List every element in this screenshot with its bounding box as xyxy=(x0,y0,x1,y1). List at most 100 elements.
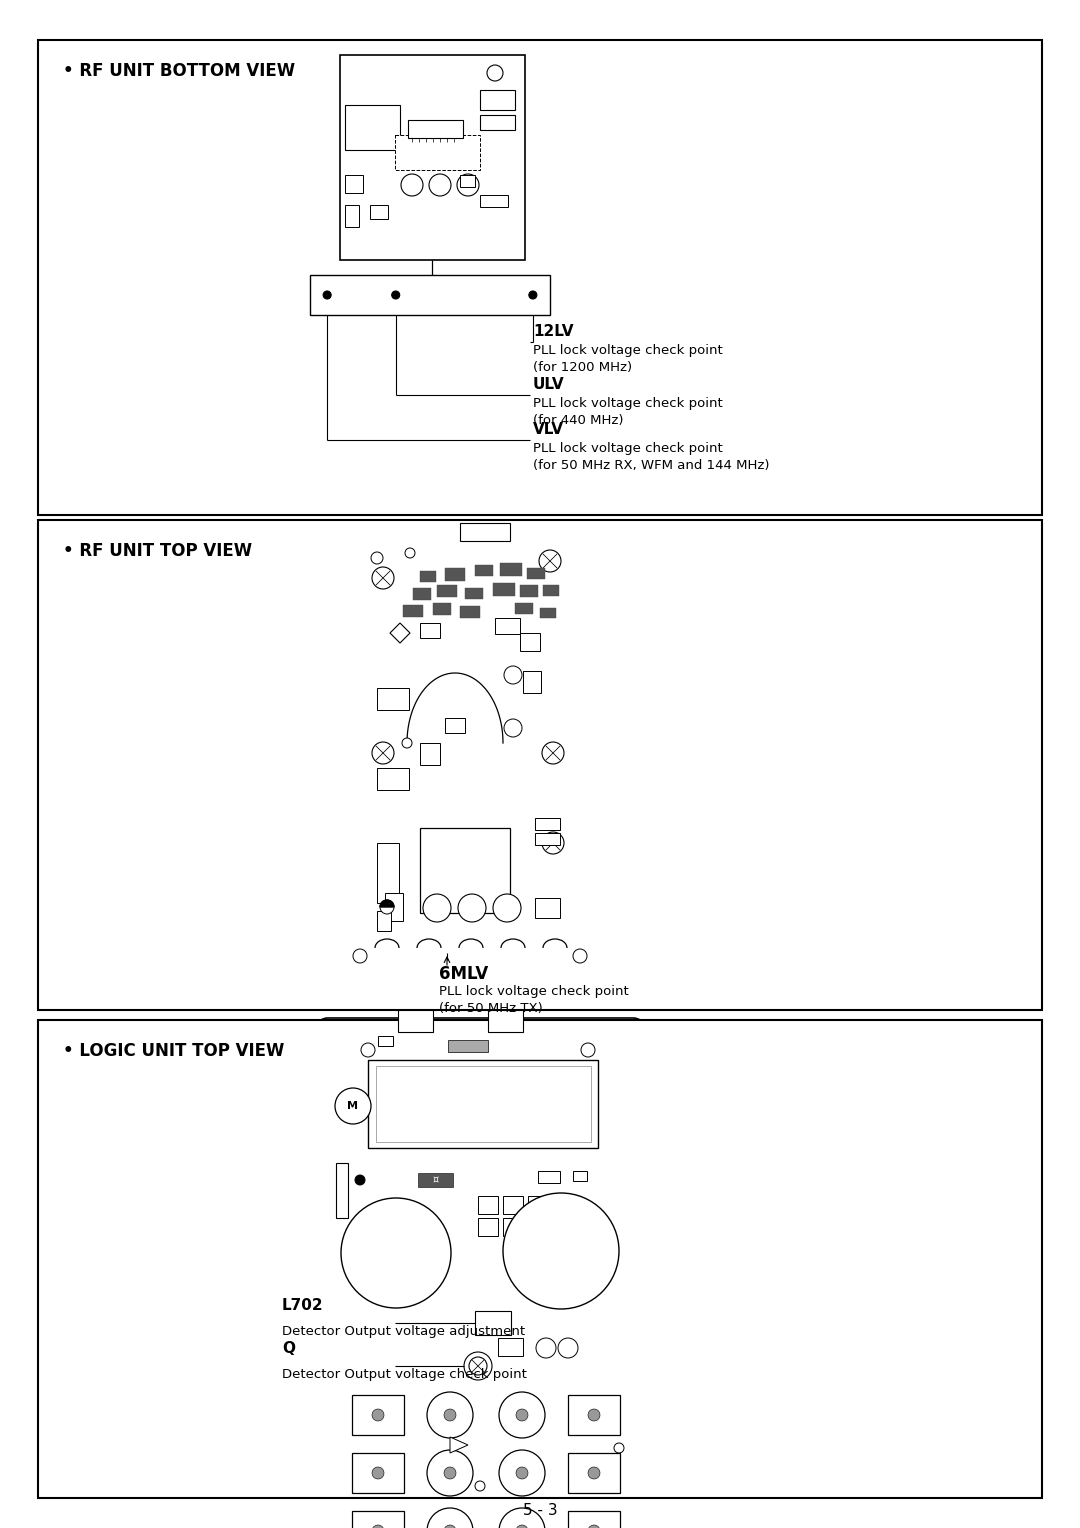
Bar xyxy=(535,898,561,918)
Ellipse shape xyxy=(314,280,339,310)
Circle shape xyxy=(469,1357,487,1375)
Circle shape xyxy=(427,1508,473,1528)
Circle shape xyxy=(444,1467,456,1479)
Bar xyxy=(465,588,483,599)
Bar xyxy=(445,718,465,733)
Ellipse shape xyxy=(418,280,443,310)
Circle shape xyxy=(588,1409,600,1421)
Bar xyxy=(488,1010,523,1031)
Bar xyxy=(503,1218,523,1236)
Circle shape xyxy=(323,290,332,299)
Bar xyxy=(399,1010,433,1031)
Text: 5 - 3: 5 - 3 xyxy=(523,1504,557,1517)
Bar xyxy=(345,105,400,150)
Bar xyxy=(345,205,359,228)
Circle shape xyxy=(372,1525,384,1528)
Bar xyxy=(528,1218,548,1236)
Bar xyxy=(377,769,409,790)
Text: 12LV: 12LV xyxy=(534,324,573,339)
Bar xyxy=(420,623,440,639)
Bar xyxy=(437,585,457,597)
Circle shape xyxy=(464,1352,492,1380)
Bar xyxy=(553,1196,573,1215)
Text: VLV: VLV xyxy=(534,422,564,437)
Bar xyxy=(568,1511,620,1528)
Bar xyxy=(573,1170,588,1181)
Circle shape xyxy=(423,894,451,921)
Circle shape xyxy=(588,1467,600,1479)
Circle shape xyxy=(499,1392,545,1438)
Text: • RF UNIT TOP VIEW: • RF UNIT TOP VIEW xyxy=(63,542,252,559)
Circle shape xyxy=(504,720,522,736)
Bar xyxy=(384,892,403,921)
Bar xyxy=(345,176,363,193)
Bar xyxy=(433,604,451,614)
Bar xyxy=(527,568,545,579)
Circle shape xyxy=(536,1339,556,1358)
Bar xyxy=(568,1453,620,1493)
Circle shape xyxy=(516,1409,528,1421)
Bar xyxy=(377,688,409,711)
Ellipse shape xyxy=(451,280,476,310)
Bar xyxy=(413,588,431,601)
Circle shape xyxy=(392,290,400,299)
Bar xyxy=(480,196,508,206)
Bar xyxy=(543,585,559,596)
Bar xyxy=(418,1174,453,1187)
Circle shape xyxy=(529,290,537,299)
Circle shape xyxy=(516,1525,528,1528)
Circle shape xyxy=(458,894,486,921)
Circle shape xyxy=(427,1450,473,1496)
Circle shape xyxy=(457,174,480,196)
Bar xyxy=(403,605,423,617)
Bar xyxy=(478,1196,498,1215)
Bar xyxy=(445,568,465,581)
Bar xyxy=(498,1339,523,1355)
Circle shape xyxy=(542,743,564,764)
Text: M: M xyxy=(348,1102,359,1111)
Circle shape xyxy=(573,949,588,963)
Ellipse shape xyxy=(521,280,545,310)
Bar xyxy=(519,633,540,651)
Bar xyxy=(500,562,522,576)
Bar xyxy=(408,121,463,138)
Circle shape xyxy=(516,1467,528,1479)
Bar xyxy=(420,828,510,914)
Bar xyxy=(553,1218,573,1236)
Circle shape xyxy=(341,1198,451,1308)
Bar xyxy=(336,1163,348,1218)
Bar xyxy=(340,55,525,260)
Bar xyxy=(480,115,515,130)
Bar xyxy=(378,1036,393,1047)
Polygon shape xyxy=(390,623,410,643)
Ellipse shape xyxy=(383,280,408,310)
Circle shape xyxy=(542,833,564,854)
Circle shape xyxy=(355,1175,365,1186)
Bar xyxy=(460,176,475,186)
Bar xyxy=(448,1041,488,1051)
Bar xyxy=(475,1311,511,1335)
Bar xyxy=(475,565,492,576)
Bar xyxy=(503,1196,523,1215)
Text: Detector Output voltage adjustment: Detector Output voltage adjustment xyxy=(282,1325,525,1339)
Bar xyxy=(310,275,550,315)
Circle shape xyxy=(615,1442,624,1453)
Bar xyxy=(540,608,556,617)
Text: PLL lock voltage check point
(for 440 MHz): PLL lock voltage check point (for 440 MH… xyxy=(534,397,723,426)
Circle shape xyxy=(402,738,411,749)
Bar xyxy=(377,843,399,903)
Bar xyxy=(515,604,534,614)
Bar xyxy=(376,1067,591,1141)
Bar xyxy=(523,671,541,694)
Circle shape xyxy=(539,550,561,571)
Bar xyxy=(395,134,480,170)
Bar xyxy=(370,205,388,219)
Text: Q: Q xyxy=(282,1342,295,1355)
Circle shape xyxy=(504,666,522,685)
Bar xyxy=(460,523,510,541)
Circle shape xyxy=(499,1450,545,1496)
Circle shape xyxy=(558,1339,578,1358)
Circle shape xyxy=(361,1044,375,1057)
Bar xyxy=(538,1170,561,1183)
Bar xyxy=(377,911,391,931)
